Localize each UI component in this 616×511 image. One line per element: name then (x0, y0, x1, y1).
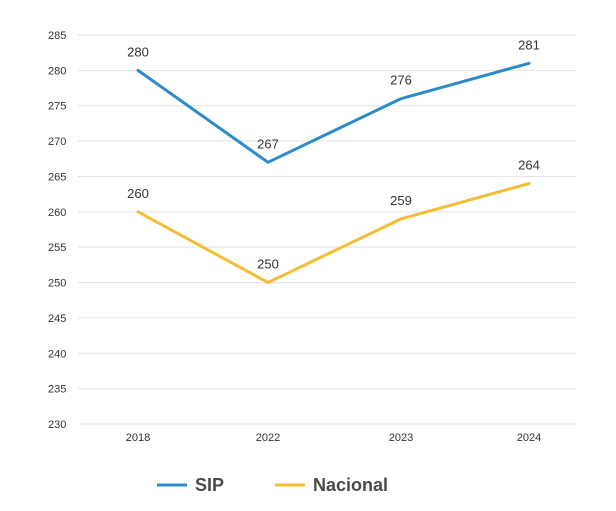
x-tick-label: 2022 (256, 432, 280, 444)
series-line-sip (136, 61, 531, 164)
y-tick-label: 280 (48, 65, 66, 77)
y-tick-label: 230 (48, 419, 66, 431)
data-label: 259 (390, 193, 412, 208)
series-lines (136, 61, 531, 285)
y-tick-label: 260 (48, 207, 66, 219)
data-label: 281 (518, 37, 540, 52)
data-label: 264 (518, 158, 540, 173)
y-tick-label: 285 (48, 30, 66, 42)
legend-label: Nacional (313, 475, 388, 495)
y-tick-label: 235 (48, 384, 66, 396)
data-label: 280 (127, 44, 149, 59)
data-label: 260 (127, 186, 149, 201)
data-label: 250 (257, 257, 279, 272)
data-label: 276 (390, 73, 412, 88)
y-tick-label: 275 (48, 101, 66, 113)
legend: SIP Nacional (157, 475, 388, 495)
x-tick-label: 2024 (517, 432, 541, 444)
data-label: 267 (257, 136, 279, 151)
y-tick-label: 245 (48, 313, 66, 325)
y-tick-label: 270 (48, 136, 66, 148)
legend-label: SIP (195, 475, 224, 495)
y-tick-label: 250 (48, 278, 66, 290)
series-line-nacional (136, 182, 531, 285)
y-tick-label: 240 (48, 348, 66, 360)
y-tick-label: 255 (48, 242, 66, 254)
gridlines (78, 34, 576, 425)
x-tick-label: 2023 (389, 432, 413, 444)
x-tick-label: 2018 (126, 432, 150, 444)
x-axis-ticks: 2018 2022 2023 2024 (126, 432, 541, 444)
y-tick-label: 265 (48, 171, 66, 183)
data-labels: 280 267 276 281 260 250 259 264 (127, 37, 540, 271)
y-axis-ticks: 230 235 240 245 250 255 260 265 270 275 280 285 (48, 30, 66, 431)
